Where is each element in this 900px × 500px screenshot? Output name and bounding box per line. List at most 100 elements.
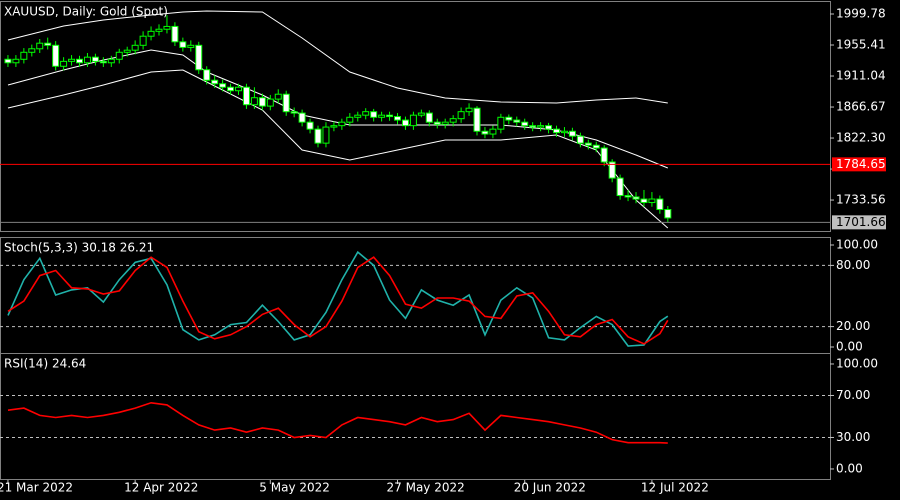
candle-body (203, 69, 211, 81)
y-tick-label: 1822.30 (836, 131, 886, 145)
panel-title: RSI(14) 24.64 (4, 357, 86, 371)
candle-body (235, 86, 243, 92)
candle-body (632, 196, 640, 200)
y-tick-label: 1866.67 (836, 100, 886, 114)
x-tick-label: 12 Apr 2022 (124, 481, 198, 495)
price-level-box (832, 157, 886, 172)
candle-body (68, 58, 76, 62)
candle-body (497, 116, 505, 130)
candle-body (576, 135, 584, 144)
x-tick-label: 27 May 2022 (387, 481, 465, 495)
candle-body (616, 177, 624, 197)
candle-body (44, 42, 52, 46)
candle-body (131, 44, 139, 51)
panel-frame (0, 353, 831, 480)
candle-body (425, 112, 433, 123)
candle-body (36, 42, 44, 50)
y-tick-label: 30.00 (836, 430, 870, 444)
panel-title: Stoch(5,3,3) 30.18 26.21 (4, 241, 154, 255)
y-tick-label: 100.00 (836, 237, 878, 251)
candle-body (608, 161, 616, 179)
y-tick-label: 70.00 (836, 388, 870, 402)
candle-body (322, 126, 330, 144)
candle-body (489, 128, 497, 135)
candle-body (314, 128, 322, 144)
candle-body (513, 119, 521, 123)
price-level-label: 1784.65 (836, 157, 886, 171)
candle-body (163, 25, 171, 30)
candle-body (298, 112, 306, 123)
candle-body (537, 125, 545, 128)
candle-body (354, 114, 362, 118)
indicator-line (7, 401, 668, 444)
candle-body (187, 44, 195, 48)
candle-body (147, 30, 155, 37)
candle-body (394, 116, 402, 121)
candle-body (433, 121, 441, 125)
candle-body (592, 144, 600, 149)
candle-body (171, 25, 179, 43)
candle-body (274, 93, 282, 100)
candle-body (640, 198, 648, 204)
candle-body (545, 125, 553, 130)
y-tick-label: 80.00 (836, 258, 870, 272)
panel-frame (0, 1, 831, 232)
candle-body (99, 60, 107, 64)
candle-body (441, 121, 449, 125)
last-price-label: 1701.66 (836, 215, 886, 229)
candle-body (83, 56, 91, 64)
y-tick-label: 20.00 (836, 319, 870, 333)
candle-body (60, 60, 68, 67)
y-tick-label: 1999.78 (836, 7, 886, 21)
y-tick-label: 0.00 (836, 340, 863, 354)
candle-body (20, 51, 28, 60)
candle-body (195, 44, 203, 71)
candle-body (417, 112, 425, 116)
candle-body (330, 125, 338, 128)
candle-body (52, 44, 60, 67)
candle-body (505, 116, 513, 121)
y-tick-label: 1911.04 (836, 69, 886, 83)
x-tick-label: 20 Jun 2022 (514, 481, 586, 495)
indicator-line (7, 10, 668, 104)
candle-body (306, 121, 314, 130)
candle-body (465, 107, 473, 113)
candle-body (386, 114, 394, 118)
panel-title: XAUUSD, Daily: Gold (Spot) (4, 5, 168, 19)
candle-body (473, 107, 481, 132)
candle-body (338, 121, 346, 127)
candle-body (600, 147, 608, 163)
candle-body (481, 130, 489, 135)
candle-body (584, 142, 592, 146)
candle-body (457, 111, 465, 120)
candle-body (282, 93, 290, 113)
candle-body (219, 83, 227, 88)
indicator-line (7, 250, 669, 347)
candle-body (12, 58, 20, 64)
candle-body (560, 130, 568, 134)
candle-body (258, 97, 266, 107)
indicator-line (7, 256, 669, 345)
candle-body (91, 56, 99, 62)
y-tick-label: 0.00 (836, 461, 863, 475)
candle-body (624, 195, 632, 198)
indicator-line (7, 69, 669, 229)
candle-body (346, 116, 354, 123)
candle-body (123, 49, 131, 53)
candle-body (553, 128, 561, 134)
candle-body (449, 118, 457, 123)
candle-body (656, 198, 664, 211)
candle-body (362, 111, 370, 116)
candle-body (76, 58, 84, 64)
y-tick-label: 1955.41 (836, 38, 886, 52)
candle-body (401, 119, 409, 127)
candle-body (28, 48, 36, 53)
candle-body (139, 35, 147, 46)
candle-body (568, 130, 576, 137)
candle-body (409, 114, 417, 127)
candle-body (242, 86, 250, 106)
candle-body (4, 58, 12, 64)
candle-body (211, 79, 219, 85)
x-tick-label: 21 Mar 2022 (0, 481, 73, 495)
candle-body (370, 111, 378, 118)
